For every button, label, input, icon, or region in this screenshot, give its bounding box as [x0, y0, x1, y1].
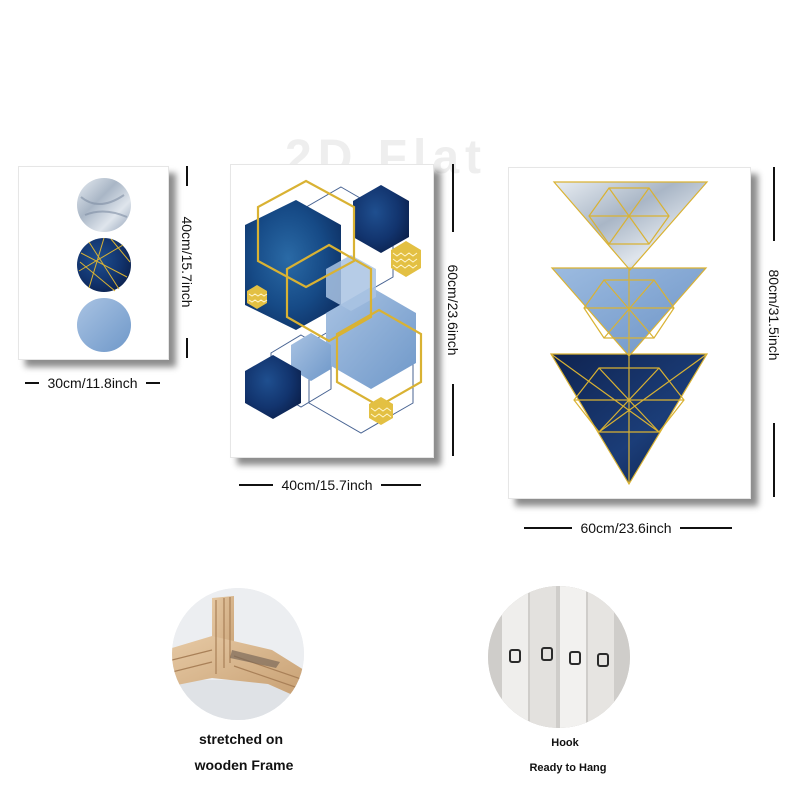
marble-circle	[77, 178, 131, 232]
large-width-label: 60cm/23.6inch	[580, 520, 672, 536]
frame-caption-line2: wooden Frame	[194, 757, 294, 773]
navy-hexagon-top	[353, 185, 409, 253]
hook-caption-line2: Ready to Hang	[529, 762, 607, 774]
small-width-label: 30cm/11.8inch	[47, 375, 138, 391]
hook-caption-line1: Hook	[551, 737, 579, 749]
hook-icon	[509, 647, 609, 667]
medium-width-label: 40cm/15.7inch	[281, 477, 373, 493]
wooden-frame-photo	[172, 588, 304, 720]
medium-height-dimension: 60cm/23.6inch	[442, 164, 464, 456]
navy-hexagon-bottom	[245, 355, 301, 419]
large-height-dimension: 80cm/31.5inch	[763, 167, 785, 497]
small-height-label: 40cm/15.7inch	[179, 216, 195, 308]
gold-lines	[78, 237, 131, 292]
large-width-dimension: 60cm/23.6inch	[510, 520, 746, 536]
medium-height-label: 60cm/23.6inch	[445, 264, 461, 356]
light-blue-circle	[77, 298, 131, 352]
marble-triangle	[554, 182, 707, 270]
gold-geometric-lines	[549, 181, 709, 486]
hook-image	[488, 586, 630, 728]
small-canvas-panel	[18, 166, 169, 360]
small-panel-artwork	[77, 178, 131, 352]
large-panel-artwork	[549, 181, 709, 486]
large-canvas-panel	[508, 167, 751, 499]
light-hexagon	[326, 287, 416, 389]
small-width-dimension: 30cm/11.8inch	[18, 375, 167, 391]
small-height-dimension: 40cm/15.7inch	[176, 166, 198, 358]
medium-width-dimension: 40cm/15.7inch	[232, 477, 428, 493]
medium-canvas-panel	[230, 164, 434, 458]
medium-panel-artwork	[245, 179, 423, 434]
gold-zigzag-patches	[247, 241, 421, 425]
hook-photo	[488, 586, 630, 728]
frame-caption-line1: stretched on	[198, 731, 283, 747]
wooden-frame-corner-image	[172, 588, 304, 720]
large-height-label: 80cm/31.5inch	[766, 269, 782, 361]
